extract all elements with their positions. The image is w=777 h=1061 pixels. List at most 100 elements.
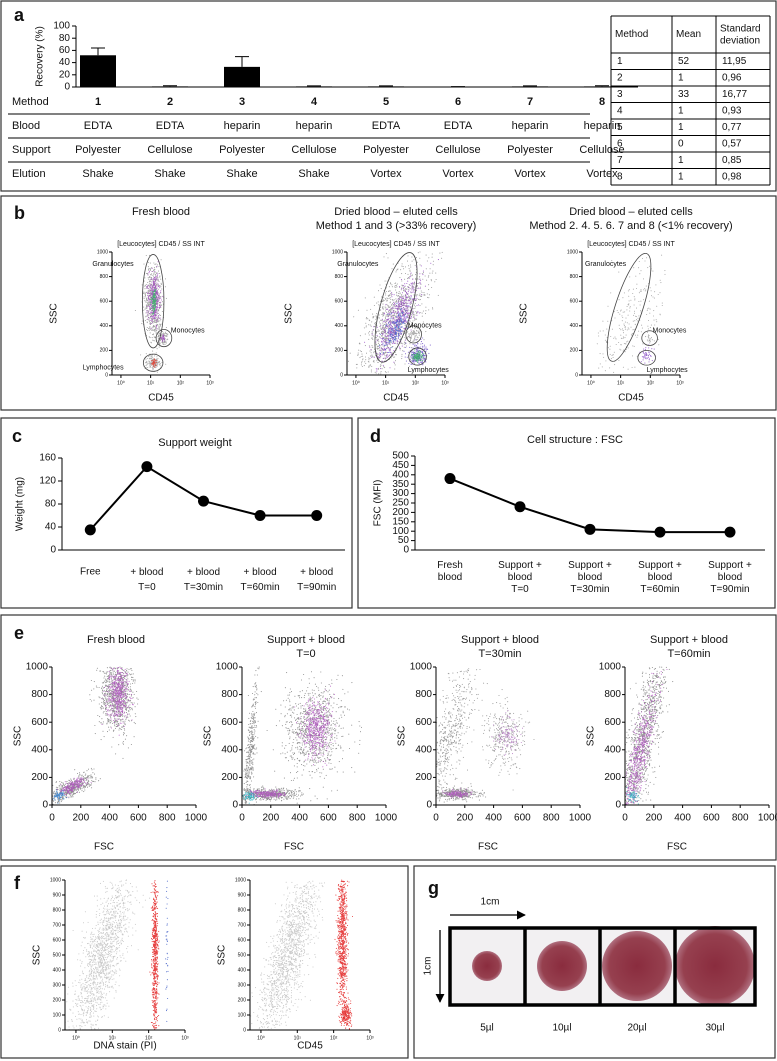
- y-tick-label: 600: [238, 937, 247, 943]
- table-cell: heparin: [296, 120, 333, 132]
- y-tick-label: 160: [39, 453, 56, 464]
- bar: [512, 86, 548, 87]
- y-tick-label: 100: [53, 1012, 62, 1018]
- method-number: 2: [167, 96, 173, 108]
- spot-grid: [448, 926, 757, 1007]
- table-cell: heparin: [584, 120, 621, 132]
- chart-title: Support weight: [158, 437, 231, 449]
- panel-label: g: [428, 878, 439, 898]
- y-tick-label: 400: [570, 323, 579, 329]
- x-tick-label: 1000: [185, 813, 208, 824]
- y-tick-label: 200: [221, 772, 238, 783]
- panel-frame: [413, 865, 776, 1059]
- x-axis-label: CD45: [618, 393, 644, 404]
- chart-title: Cell structure : FSC: [527, 434, 623, 446]
- data-point: [311, 510, 323, 521]
- bar: [368, 86, 404, 87]
- x-tick-label: 0: [433, 813, 439, 824]
- y-tick-label: 1000: [410, 662, 433, 673]
- y-tick-label: 300: [238, 982, 247, 988]
- x-tick-label: 200: [72, 813, 89, 824]
- gate-label: Monocytes: [653, 328, 687, 335]
- y-tick-label: 800: [100, 274, 109, 280]
- y-tick-label: 60: [59, 45, 71, 56]
- cell-cloud: [378, 297, 412, 355]
- table-cell: Shake: [298, 168, 329, 180]
- y-tick-label: 200: [31, 772, 48, 783]
- y-tick-label: 0: [232, 800, 238, 811]
- y-tick-label: 600: [335, 299, 344, 305]
- y-tick-label: 400: [221, 744, 238, 755]
- y-tick-label: 400: [335, 323, 344, 329]
- gate: [637, 349, 656, 366]
- data-point: [724, 526, 736, 538]
- plot-axes: [249, 880, 370, 1031]
- x-tick-label: 800: [732, 813, 749, 824]
- x-tick-label: 10¹: [147, 380, 155, 386]
- table-cell: 0,77: [722, 122, 742, 133]
- x-tick-label: 400: [291, 813, 308, 824]
- y-tick-label: 600: [221, 717, 238, 728]
- panel-label: b: [14, 203, 25, 223]
- table-cell: 16,77: [722, 89, 747, 100]
- x-tick-label: 10²: [145, 1035, 153, 1041]
- table-cell: Polyester: [75, 144, 121, 156]
- cell-cloud: [639, 344, 656, 364]
- y-tick-label: 0: [426, 800, 432, 811]
- x-tick-label: 1000: [758, 813, 777, 824]
- table-cell: Polyester: [507, 144, 553, 156]
- cell-cloud: [481, 689, 535, 791]
- x-axis-label: FSC: [667, 842, 687, 853]
- x-tick-label: 0: [49, 813, 55, 824]
- method-number: 7: [527, 96, 533, 108]
- y-tick-label: 0: [340, 372, 343, 378]
- volume-label: 30µl: [705, 1023, 724, 1034]
- y-axis-label: Recovery (%): [35, 26, 46, 87]
- row-label: Method: [12, 96, 49, 108]
- x-tick-label: 10³: [676, 380, 684, 386]
- y-tick-label: 500: [238, 952, 247, 958]
- y-tick-label: 1000: [97, 249, 108, 255]
- x-tick-label: 400: [674, 813, 691, 824]
- cell-cloud: [149, 289, 158, 315]
- method-number: 1: [95, 96, 101, 108]
- x-axis-label: FSC: [284, 842, 304, 853]
- y-tick-label: 500: [53, 952, 62, 958]
- table-cell: 3: [617, 89, 623, 100]
- error-bar: [523, 85, 537, 87]
- volume-label: 20µl: [627, 1023, 646, 1034]
- cell-cloud: [294, 685, 337, 768]
- plot-title: Dried blood – eluted cells: [569, 206, 693, 218]
- y-tick-label: 0: [42, 800, 48, 811]
- y-axis-label: SSC: [49, 303, 60, 324]
- x-tick-label: 10²: [177, 380, 185, 386]
- table-cell: 1: [678, 155, 684, 166]
- cell-cloud: [101, 666, 134, 736]
- y-tick-label: 0: [58, 1027, 61, 1033]
- data-point: [584, 523, 596, 535]
- y-tick-label: 800: [415, 689, 432, 700]
- plot-title: Fresh blood: [87, 634, 145, 646]
- error-bar: [595, 85, 609, 87]
- cell-cloud: [626, 786, 640, 805]
- y-tick-label: 0: [403, 545, 409, 556]
- table-header: Method: [615, 29, 648, 40]
- gate-label: Granulocytes: [337, 261, 379, 268]
- y-axis-label: SSC: [397, 726, 408, 747]
- x-tick-label: 600: [703, 813, 720, 824]
- x-tick-label: 10²: [412, 380, 420, 386]
- table-cell: Vortex: [514, 168, 546, 180]
- gate-label: Monocytes: [408, 323, 442, 330]
- y-tick-label: 350: [392, 479, 409, 490]
- y-tick-label: 800: [570, 274, 579, 280]
- x-axis-label: CD45: [383, 393, 409, 404]
- gate: [142, 353, 164, 372]
- y-tick-label: 40: [45, 522, 57, 533]
- y-tick-label: 400: [100, 323, 109, 329]
- table-cell: 0,96: [722, 72, 742, 83]
- y-tick-label: 1000: [567, 249, 578, 255]
- data-point: [514, 501, 526, 513]
- y-tick-label: 200: [392, 507, 409, 518]
- gate-label: Granulocytes: [585, 261, 627, 268]
- x-tick-label: 10⁰: [587, 380, 595, 386]
